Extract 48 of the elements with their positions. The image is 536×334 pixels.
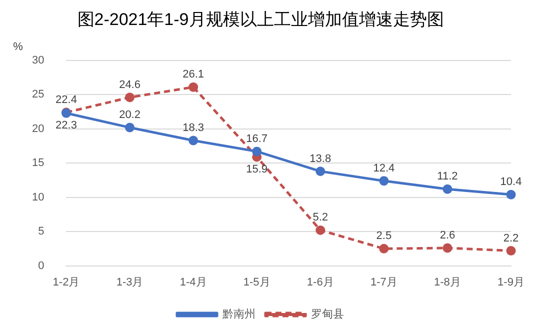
legend-label: 罗甸县 — [311, 308, 344, 321]
data-label: 24.6 — [119, 78, 140, 91]
point — [125, 92, 135, 102]
x-tick-label: 1-2月 — [52, 276, 80, 288]
data-label: 2.6 — [440, 230, 456, 242]
chart-title: 图2-2021年1-9月规模以上工业增加值增速走势图 — [77, 10, 444, 29]
point — [506, 190, 516, 200]
point — [442, 243, 452, 253]
point — [188, 82, 198, 92]
point — [188, 136, 198, 146]
x-tick-label: 1-7月 — [370, 276, 398, 288]
point — [379, 176, 389, 186]
y-tick-label: 0 — [38, 260, 44, 272]
x-tick-label: 1-4月 — [180, 276, 207, 288]
point — [442, 184, 452, 194]
data-label: 22.3 — [56, 120, 77, 132]
y-tick-label: 15 — [32, 157, 44, 170]
data-label: 12.4 — [373, 162, 395, 174]
legend-label: 黔南州 — [222, 308, 256, 321]
x-tick-label: 1-6月 — [306, 276, 334, 288]
y-tick-label: 10 — [32, 191, 44, 204]
x-tick-label: 1-5月 — [243, 276, 270, 288]
data-label: 10.4 — [500, 176, 522, 188]
data-label: 15.9 — [246, 163, 268, 176]
y-tick-label: 30 — [32, 54, 44, 66]
data-label: 2.2 — [503, 232, 519, 244]
data-label: 20.2 — [119, 109, 140, 122]
y-tick-label: 25 — [32, 88, 44, 101]
point — [506, 246, 516, 256]
y-axis-title: % — [13, 40, 24, 53]
data-label: 26.1 — [182, 68, 204, 81]
point — [252, 146, 262, 156]
data-label: 11.2 — [437, 170, 458, 183]
data-label: 16.7 — [246, 132, 268, 145]
point — [316, 225, 326, 235]
y-tick-label: 5 — [38, 226, 44, 238]
data-label: 22.4 — [56, 94, 77, 106]
point — [316, 166, 326, 176]
x-tick-label: 1-8月 — [434, 276, 461, 288]
x-tick-label: 1-9月 — [498, 276, 524, 288]
x-tick-label: 1-3月 — [116, 276, 144, 288]
data-label: 13.8 — [310, 152, 332, 165]
data-label: 5.2 — [312, 212, 328, 224]
data-label: 18.3 — [182, 122, 204, 134]
point — [379, 244, 389, 254]
point — [125, 122, 135, 132]
y-tick-label: 20 — [32, 122, 44, 135]
data-label: 2.5 — [376, 230, 392, 242]
